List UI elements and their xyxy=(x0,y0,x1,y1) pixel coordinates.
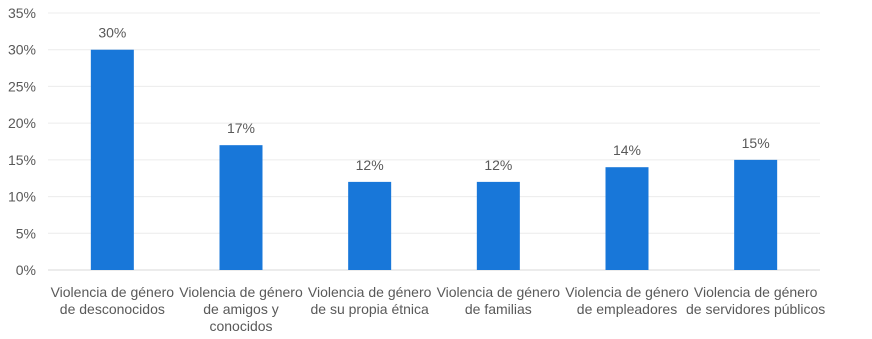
x-tick-label-line: conocidos xyxy=(209,318,272,334)
data-labels: 30% 17% 12% 12% 14% 15% xyxy=(98,25,769,173)
x-tick-label: Violencia de género de empleadores xyxy=(565,284,689,317)
bars xyxy=(90,49,778,270)
data-label: 12% xyxy=(356,157,384,173)
x-tick-label-line: de su propia étnica xyxy=(311,301,430,317)
x-tick-label: Violencia de género de servidores público… xyxy=(686,284,825,317)
x-tick-label: Violencia de género de familias xyxy=(437,284,561,317)
y-tick-label: 5% xyxy=(16,225,36,241)
x-tick-label-line: de familias xyxy=(465,301,532,317)
x-tick-label: Violencia de género de desconocidos xyxy=(51,284,175,317)
bar xyxy=(734,159,778,270)
y-tick-label: 15% xyxy=(8,152,36,168)
data-label: 30% xyxy=(98,25,126,41)
x-tick-label-line: Violencia de género xyxy=(694,284,818,300)
y-axis: 0% 5% 10% 15% 20% 25% 30% 35% xyxy=(8,5,36,278)
bar xyxy=(348,181,392,270)
data-label: 14% xyxy=(613,142,641,158)
y-tick-label: 10% xyxy=(8,189,36,205)
x-tick-label-line: de servidores públicos xyxy=(686,301,825,317)
x-tick-label-line: Violencia de género xyxy=(179,284,303,300)
data-label: 17% xyxy=(227,120,255,136)
y-tick-label: 20% xyxy=(8,115,36,131)
x-tick-label: Violencia de género de amigos y conocidos xyxy=(179,284,303,334)
x-axis: Violencia de género de desconocidosViolen… xyxy=(51,284,826,334)
y-tick-label: 25% xyxy=(8,78,36,94)
bar xyxy=(219,145,263,270)
x-tick-label-line: Violencia de género xyxy=(565,284,689,300)
bar xyxy=(90,49,134,270)
x-tick-label-line: de empleadores xyxy=(577,301,677,317)
data-label: 12% xyxy=(484,157,512,173)
x-tick-label-line: Violencia de género xyxy=(437,284,561,300)
y-tick-label: 0% xyxy=(16,262,36,278)
gridlines xyxy=(48,12,820,271)
bar xyxy=(605,167,649,270)
x-tick-label-line: Violencia de género xyxy=(51,284,175,300)
y-tick-label: 35% xyxy=(8,5,36,21)
x-tick-label: Violencia de género de su propia étnica xyxy=(308,284,432,317)
x-tick-label-line: de amigos y xyxy=(203,301,278,317)
y-tick-label: 30% xyxy=(8,42,36,58)
x-tick-label-line: Violencia de género xyxy=(308,284,432,300)
bar xyxy=(476,181,520,270)
data-label: 15% xyxy=(742,135,770,151)
x-tick-label-line: de desconocidos xyxy=(60,301,165,317)
